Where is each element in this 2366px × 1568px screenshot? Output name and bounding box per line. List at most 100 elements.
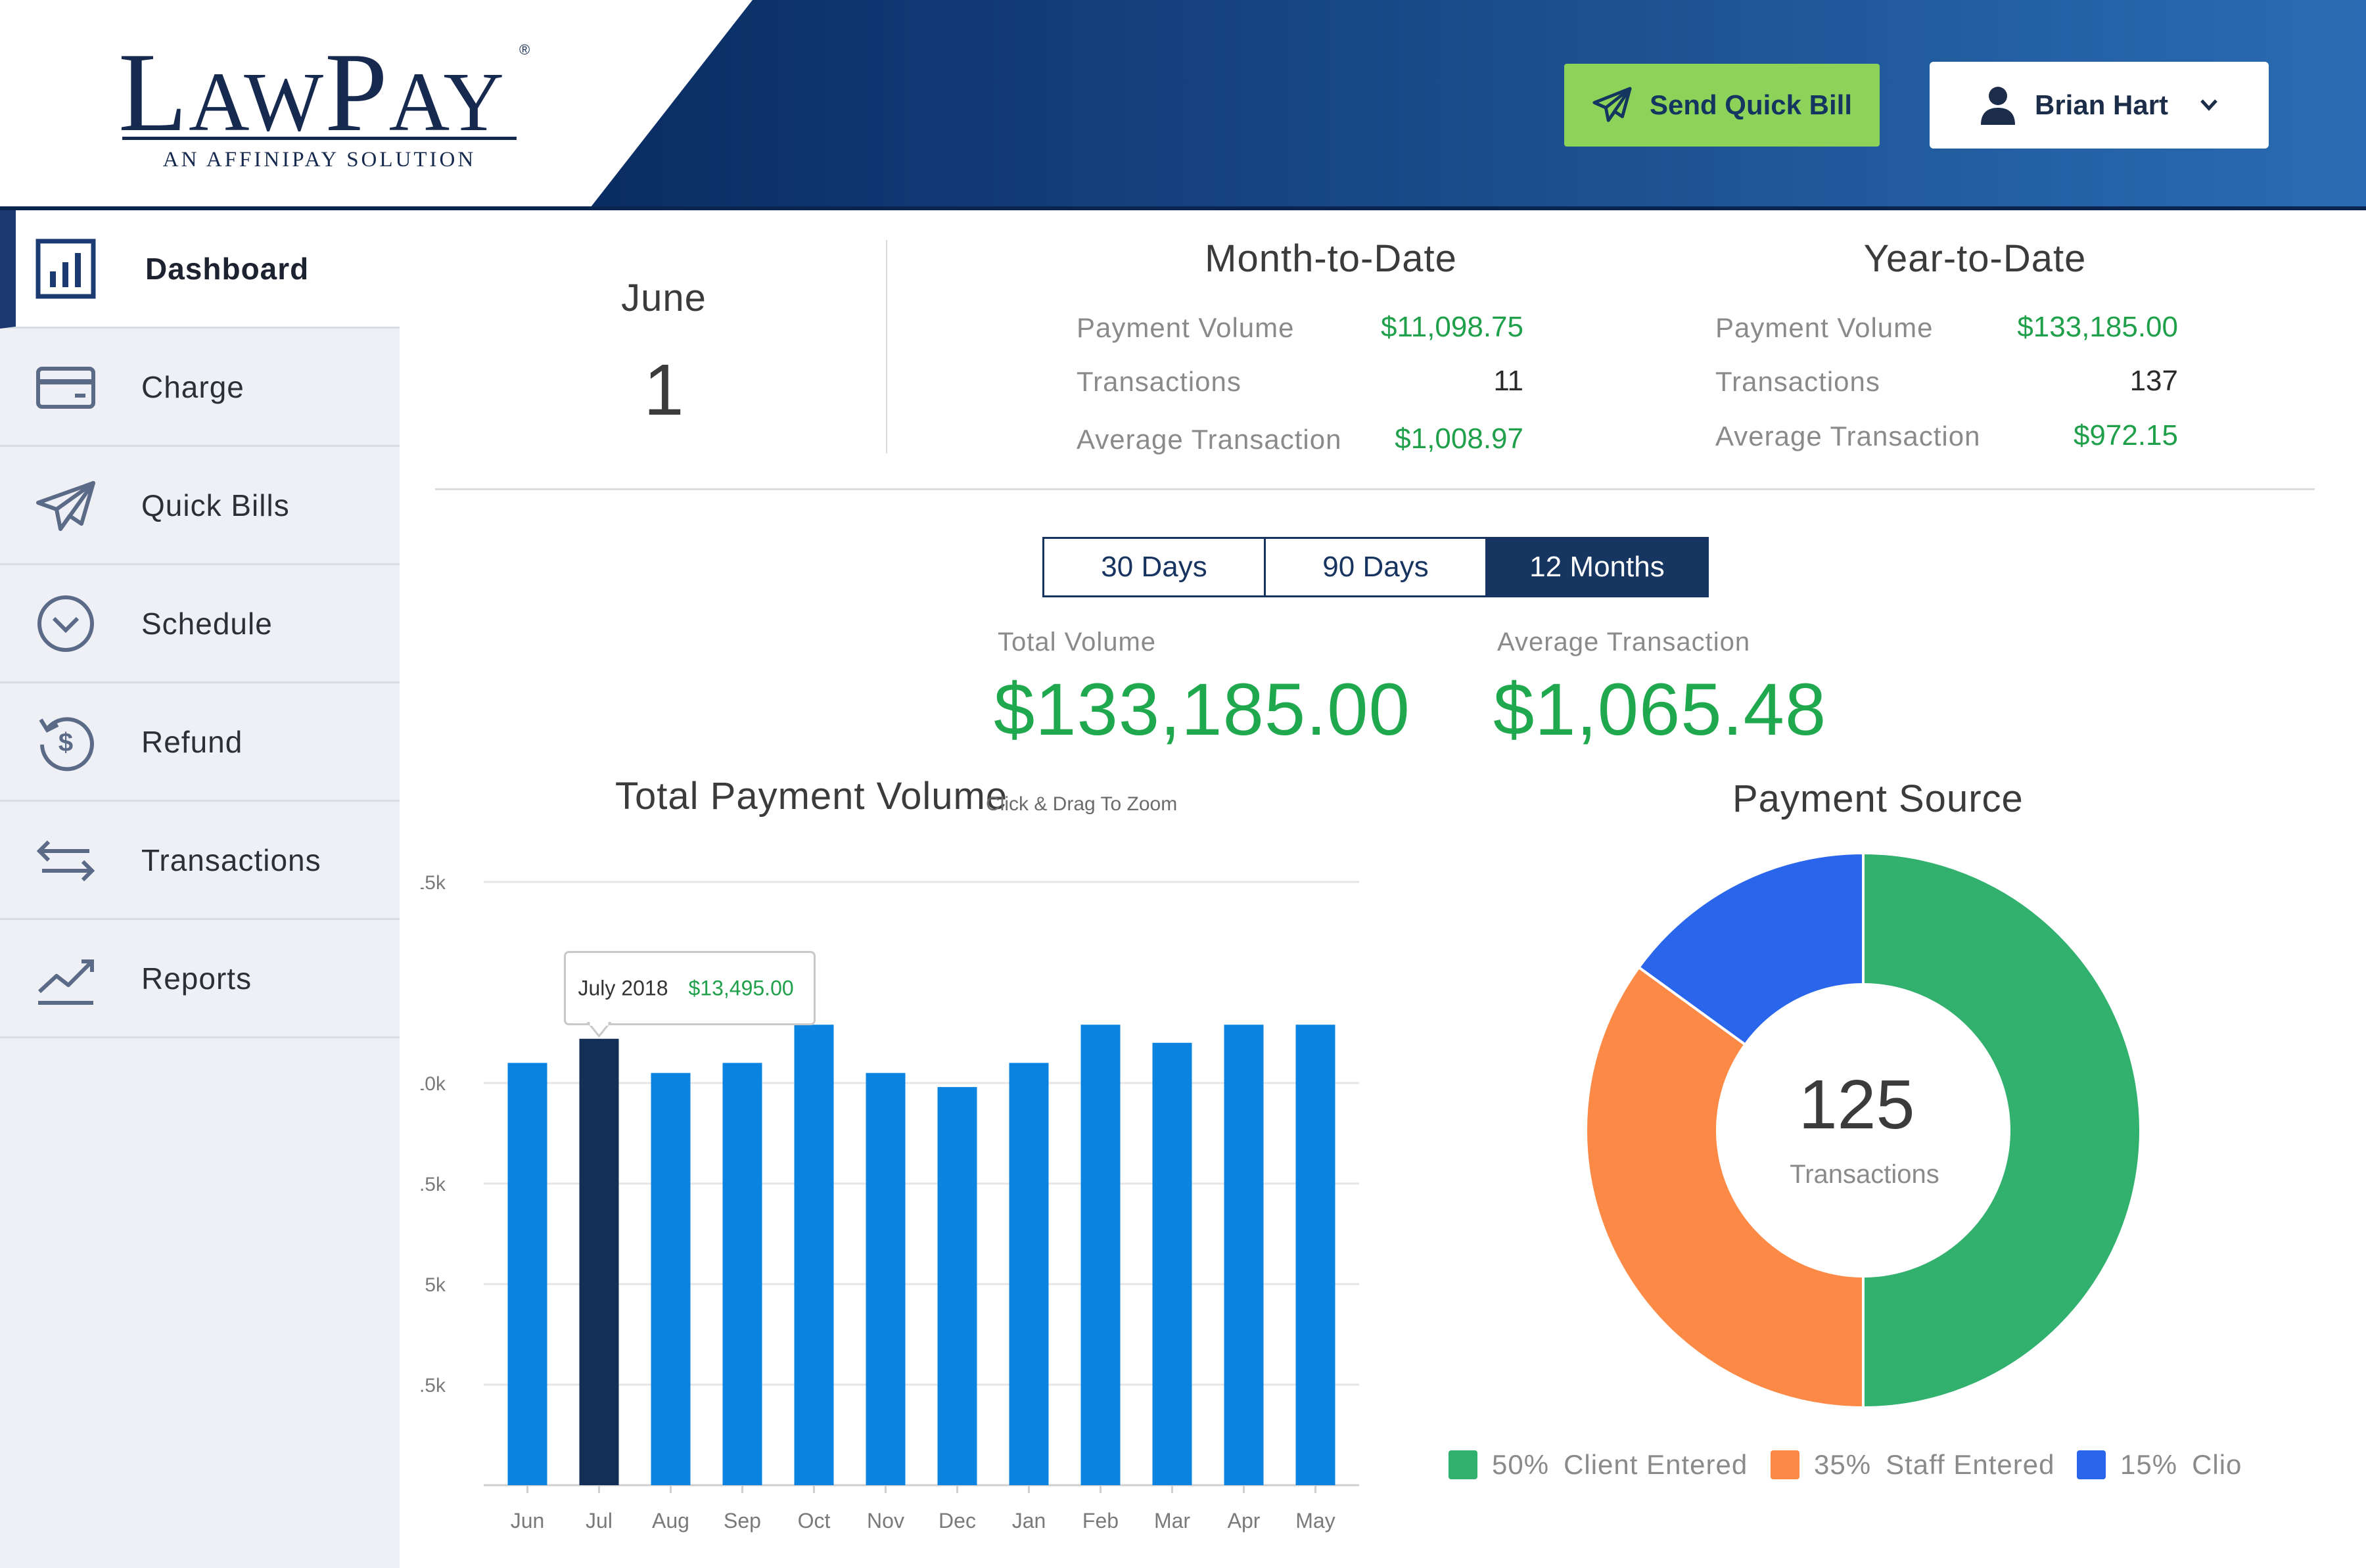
payment-volume-bar-chart[interactable]: 2.5k 5k 7.5k 10k 15k Jun Jul Aug Sep Oct Nov Dec Ja… [421, 848, 1380, 1557]
x-tick-label: Oct [798, 1509, 831, 1533]
bar-jun[interactable] [507, 1063, 547, 1485]
logo-letter: Y [443, 55, 505, 149]
swap-arrows-icon [33, 827, 99, 893]
logo-letter: W [244, 55, 325, 149]
sidebar-item-schedule[interactable]: Schedule [0, 565, 400, 683]
tooltip-pointer-mask [590, 1021, 609, 1026]
mtd-payment-volume-label: Payment Volume [1077, 312, 1295, 343]
bar-tooltip: July 2018 $13,495.00 [564, 951, 816, 1038]
logo-tagline: AN AFFINIPAY SOLUTION [162, 148, 476, 172]
chart-grid [484, 881, 1359, 1487]
x-axis-ticks: Jun Jul Aug Sep Oct Nov Dec Jan Feb Mar Apr May [511, 1485, 1335, 1533]
bar-apr[interactable] [1224, 1025, 1264, 1485]
tooltip-box [564, 951, 816, 1026]
payment-source-donut-chart[interactable]: 125 Transactions [1564, 841, 2156, 1433]
legend-label: Clio [2192, 1449, 2242, 1480]
sidebar-item-reports[interactable]: Reports [0, 920, 400, 1038]
bar-dec[interactable] [937, 1087, 977, 1485]
ytd-average-value: $972.15 [2073, 419, 2178, 451]
logo-letter: L [118, 30, 189, 155]
legend-item-clio[interactable]: 15% Clio [2077, 1449, 2242, 1481]
send-quick-bill-label: Send Quick Bill [1649, 89, 1853, 120]
x-tick-label: Feb [1082, 1509, 1119, 1533]
ytd-transactions-label: Transactions [1715, 366, 1880, 397]
y-tick-label: 10k [421, 1073, 446, 1095]
donut-slices [1585, 851, 2142, 1410]
legend-item-staff-entered[interactable]: 35% Staff Entered [1771, 1449, 2054, 1481]
date-range-toggle: 30 Days 90 Days 12 Months [1042, 537, 1709, 597]
header-band [0, 0, 2366, 210]
tooltip-label: July 2018 [578, 977, 668, 1000]
credit-card-icon [33, 354, 99, 420]
bar-sep[interactable] [722, 1063, 762, 1485]
range-90-days-button[interactable]: 90 Days [1266, 539, 1487, 595]
logo-letter: P [325, 30, 389, 155]
mtd-average-label: Average Transaction [1077, 424, 1342, 455]
bar-chart-icon [33, 236, 99, 302]
bar-may[interactable] [1295, 1025, 1335, 1485]
sidebar-item-label: Refund [141, 724, 243, 759]
donut-slice-clio[interactable] [1636, 851, 1865, 1047]
refund-dollar-icon: $ [33, 709, 99, 775]
ytd-payment-volume-label: Payment Volume [1715, 312, 1934, 343]
range-12-months-button[interactable]: 12 Months [1487, 539, 1707, 595]
current-month: June [621, 277, 707, 319]
clock-icon [33, 591, 99, 657]
tooltip-value: $13,495.00 [689, 977, 794, 1000]
bar-jan[interactable] [1009, 1063, 1049, 1485]
bar-oct[interactable] [794, 1025, 834, 1485]
send-quick-bill-button[interactable]: Send Quick Bill [1564, 64, 1880, 147]
sidebar-item-transactions[interactable]: Transactions [0, 802, 400, 920]
zoom-hint: Click & Drag To Zoom [986, 793, 1178, 815]
svg-text:$: $ [58, 728, 73, 757]
donut-center-label: Transactions [1790, 1160, 1939, 1189]
sidebar-item-quick-bills[interactable]: Quick Bills [0, 447, 400, 565]
sidebar-item-charge[interactable]: Charge [0, 329, 400, 447]
chart-bars [507, 1025, 1335, 1485]
mtd-transactions-value: 11 [1493, 365, 1523, 397]
lawpay-logo[interactable]: LAWPAY ® AN AFFINIPAY SOLUTION [118, 36, 539, 181]
bar-mar[interactable] [1152, 1042, 1192, 1485]
average-transaction-label: Average Transaction [1497, 628, 1751, 657]
year-to-date-title: Year-to-Date [1863, 237, 2087, 280]
donut-slice-staff-entered[interactable] [1585, 965, 1865, 1410]
sidebar-item-dashboard[interactable]: Dashboard [0, 210, 400, 329]
user-menu[interactable]: Brian Hart [1930, 62, 2269, 149]
legend-swatch [1771, 1450, 1799, 1479]
y-tick-label: 7.5k [421, 1174, 446, 1195]
logo-letter: A [189, 55, 244, 149]
bar-feb[interactable] [1080, 1025, 1121, 1485]
x-tick-label: Mar [1154, 1509, 1190, 1533]
mtd-payment-volume-value: $11,098.75 [1381, 311, 1523, 343]
line-chart-icon [33, 946, 99, 1011]
sidebar-item-refund[interactable]: $ Refund [0, 683, 400, 802]
user-name: Brian Hart [2035, 89, 2169, 120]
y-axis-ticks: 2.5k 5k 7.5k 10k 15k [421, 872, 446, 1396]
summary-divider [886, 240, 887, 453]
bar-nov[interactable] [866, 1072, 906, 1485]
chevron-down-icon [2200, 99, 2217, 111]
current-day: 1 [643, 350, 684, 430]
x-tick-label: May [1295, 1509, 1335, 1533]
sidebar-item-label: Dashboard [145, 251, 310, 286]
logo-rule [122, 137, 517, 140]
app-header: LAWPAY ® AN AFFINIPAY SOLUTION Send Quic… [0, 0, 2366, 210]
bar-jul[interactable] [579, 1038, 619, 1485]
legend-swatch [2077, 1450, 2106, 1479]
registered-mark: ® [519, 41, 530, 58]
ytd-average-label: Average Transaction [1715, 421, 1981, 451]
bar-aug[interactable] [651, 1072, 691, 1485]
total-volume-label: Total Volume [998, 628, 1157, 657]
legend-percent: 50% [1492, 1449, 1550, 1480]
volume-chart-title: Total Payment Volume [615, 775, 1008, 818]
legend-swatch [1449, 1450, 1477, 1479]
x-tick-label: Dec [939, 1509, 976, 1533]
donut-slice-client-entered[interactable] [1862, 851, 2142, 1410]
legend-item-client-entered[interactable]: 50% Client Entered [1449, 1449, 1748, 1481]
y-tick-label: 15k [421, 872, 446, 894]
logo-word-text: LAWPAY [118, 30, 505, 155]
average-transaction-value: $1,065.48 [1493, 668, 1827, 750]
range-30-days-button[interactable]: 30 Days [1044, 539, 1266, 595]
x-tick-label: Apr [1228, 1509, 1261, 1533]
user-icon [1981, 87, 2015, 125]
